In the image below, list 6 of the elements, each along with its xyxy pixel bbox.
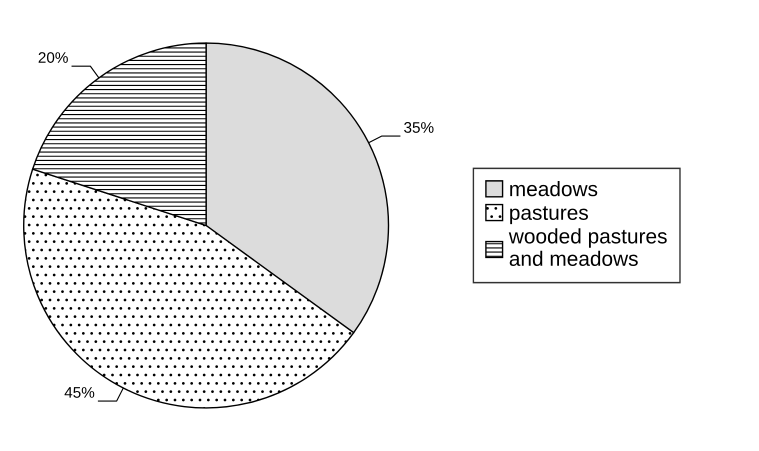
legend-label: meadows (510, 180, 598, 196)
data-label: 45% (64, 387, 94, 398)
data-label: 20% (38, 52, 68, 63)
legend-label: wooded pastures and meadows (508, 228, 667, 266)
legend-label: pastures (510, 206, 588, 224)
data-label: 35% (404, 122, 434, 133)
